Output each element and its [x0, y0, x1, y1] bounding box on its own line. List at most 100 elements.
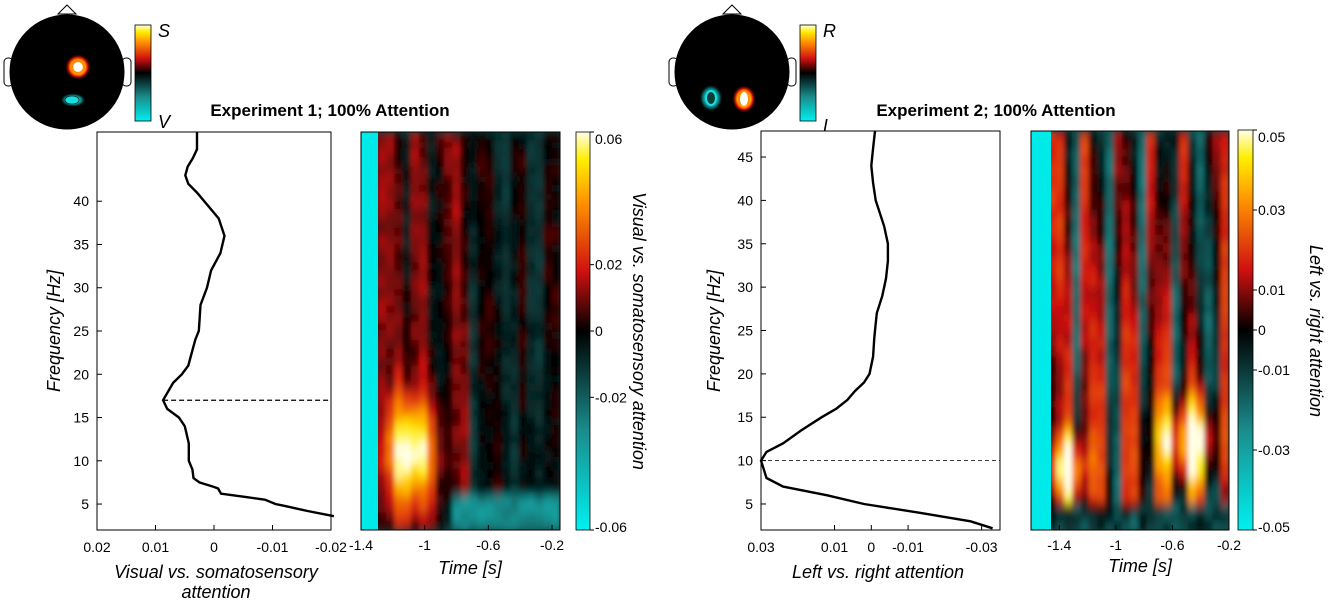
heatmap-cell [1138, 131, 1148, 141]
heatmap-cell [468, 140, 478, 150]
heatmap-cell [485, 382, 495, 393]
heatmap-cell [477, 469, 486, 479]
heatmap-cell [452, 235, 462, 246]
heatmap-cell [1080, 243, 1090, 254]
heatmap-cell [510, 495, 520, 505]
heatmap-cell [1171, 330, 1181, 340]
heatmap-cell [1187, 139, 1197, 149]
heatmap-cell [443, 339, 453, 349]
heatmap-cell [502, 452, 511, 462]
y-tick-label: 15 [73, 410, 89, 426]
heatmap-cell [502, 348, 511, 358]
heatmap-cell [485, 296, 495, 306]
heatmap-cell [410, 305, 420, 315]
heatmap-cell [427, 305, 437, 315]
heatmap-cell [1047, 217, 1057, 227]
heatmap-cell [419, 322, 428, 332]
heatmap-cell [402, 504, 412, 514]
heatmap-cell [1204, 373, 1214, 384]
heatmap-cell [543, 209, 553, 220]
heatmap-cell [1163, 235, 1172, 245]
heatmap-cell [526, 504, 536, 514]
heatmap-cell [443, 495, 453, 505]
heatmap-cell [410, 244, 420, 254]
heatmap-cell [419, 391, 428, 401]
heatmap-cell [1154, 495, 1164, 505]
heatmap-cell [551, 426, 560, 436]
heatmap-cell [1064, 174, 1073, 184]
heatmap-cell [1097, 495, 1106, 505]
heatmap-cell [526, 495, 536, 505]
heatmap-cell [493, 305, 503, 315]
heatmap-cell [502, 132, 511, 142]
heatmap-cell [1212, 235, 1222, 245]
heatmap-cell [1064, 313, 1073, 323]
heatmap-cell [510, 253, 520, 263]
heatmap-cell [1171, 165, 1181, 175]
heatmap-cell [468, 512, 478, 522]
colorbar-tick-label: -0.05 [1258, 519, 1290, 535]
heatmap-cell [435, 348, 445, 358]
heatmap-cell [402, 357, 412, 367]
heatmap-cell [1088, 200, 1098, 210]
heatmap-cell [1163, 148, 1172, 158]
heatmap-cell [427, 365, 437, 375]
heatmap-cell [551, 504, 560, 514]
heatmap-cell [1047, 495, 1057, 505]
colorbar-tick-label: -0.02 [595, 389, 627, 405]
heatmap-cell [443, 149, 453, 159]
heatmap-cell [1212, 382, 1222, 392]
heatmap-cell [377, 486, 387, 496]
heatmap-cell [402, 331, 412, 341]
heatmap-cell [518, 469, 528, 479]
heatmap-cell [1097, 131, 1106, 141]
heatmap-cell [1220, 191, 1229, 201]
heatmap-cell [452, 521, 462, 530]
heatmap-cell [460, 408, 470, 419]
heatmap-cell [1113, 252, 1123, 262]
heatmap-cell [1080, 504, 1090, 514]
heatmap-cell [477, 504, 486, 514]
heatmap-cell [385, 365, 395, 375]
heatmap-cell [493, 287, 503, 297]
heatmap-cell [443, 331, 453, 341]
heatmap-cell [1105, 252, 1115, 262]
heatmap-cell [460, 166, 470, 176]
heatmap-cell [502, 192, 511, 202]
heatmap-cell [410, 443, 420, 453]
heatmap-cell [468, 296, 478, 306]
heatmap-cell [1088, 504, 1098, 514]
heatmap-cell [485, 460, 495, 471]
heatmap-cell [485, 408, 495, 419]
heatmap-cell [543, 270, 553, 280]
heatmap-cell [1220, 321, 1229, 332]
heatmap-cell [493, 408, 503, 419]
heatmap-cell [543, 348, 553, 358]
heatmap-cell [477, 382, 486, 393]
heatmap-cell [435, 305, 445, 315]
heatmap-cell [385, 305, 395, 315]
colorbar-label: Visual vs. somatosensory attention [629, 192, 649, 470]
heatmap-cell [1154, 304, 1164, 314]
heatmap-cell [410, 400, 420, 410]
heatmap-cell [1113, 495, 1123, 505]
heatmap-cell [394, 183, 404, 194]
heatmap-cell [502, 201, 511, 211]
heatmap-cell [1080, 139, 1090, 149]
heatmap-cell [1121, 434, 1131, 444]
heatmap-cell [1113, 443, 1123, 453]
heatmap-cell [410, 209, 420, 220]
heatmap-cell [551, 382, 560, 393]
heatmap-cell [1163, 504, 1172, 514]
heatmap-cell [502, 374, 511, 384]
heatmap-cell [551, 348, 560, 358]
heatmap-cell [535, 140, 544, 150]
heatmap-cell [1055, 304, 1065, 314]
heatmap-cell [1080, 287, 1090, 297]
heatmap-cell [1212, 443, 1222, 453]
heatmap-cell [452, 495, 462, 505]
heatmap-cell [385, 279, 395, 289]
heatmap-cell [551, 391, 560, 401]
heatmap-cell [1179, 356, 1189, 366]
heatmap-cell [427, 201, 437, 211]
